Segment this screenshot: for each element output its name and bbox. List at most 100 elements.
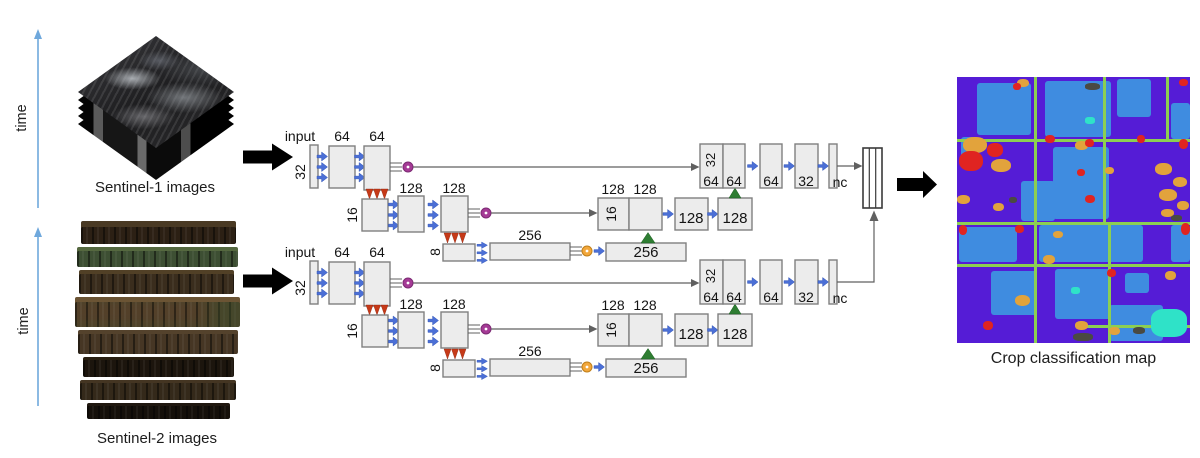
sentinel2-layer <box>80 380 236 400</box>
sentinel1-image-stack <box>78 36 234 182</box>
enc-l3in-box <box>442 359 476 378</box>
channels-label: 32 <box>798 289 814 305</box>
map-boundary-line <box>1077 325 1190 328</box>
map-patch-cyan <box>1151 309 1187 337</box>
map-patch-red <box>1077 169 1085 176</box>
arrow-right-icon <box>854 162 863 170</box>
unet-sentinel2: input 32 64 64 16 128 128 8 256 256 16 1… <box>285 244 848 380</box>
map-patch-dark <box>1133 327 1145 334</box>
skip-lines-icon <box>389 162 403 172</box>
channels-label: 16 <box>344 207 360 223</box>
dec-l2cat-b-box <box>628 313 663 347</box>
channels-label: 8 <box>427 364 443 372</box>
downsample-arrows-icon <box>365 188 389 200</box>
dec-l2cat-a-box <box>597 313 630 347</box>
conv-arrow-icon <box>662 209 674 219</box>
map-patch-orange <box>1075 141 1088 150</box>
channels-label: 32 <box>292 164 308 180</box>
time-axis-arrow-sentinel1 <box>34 29 42 208</box>
conv-arrows-icon <box>317 152 328 182</box>
sentinel2-layer <box>78 330 238 354</box>
map-patch-orange <box>993 203 1004 211</box>
dual-unet-diagram: input 32 64 64 16 128 128 8 256 256 16 1… <box>243 128 937 405</box>
channels-label: 256 <box>633 360 658 377</box>
arrow-right-icon <box>589 209 598 217</box>
map-patch-red <box>1137 135 1145 143</box>
channels-label: 32 <box>703 269 718 283</box>
channels-label: 8 <box>427 248 443 256</box>
conv-arrow-icon <box>817 277 829 287</box>
dec-l1a-box <box>759 259 783 305</box>
map-field-blue <box>1117 79 1151 117</box>
time-axis-label-sentinel1: time <box>14 104 30 132</box>
dec-l2b-box <box>717 197 753 231</box>
channels-label: 64 <box>703 289 719 305</box>
map-patch-orange <box>1155 163 1172 175</box>
upsample-arrow-icon <box>728 187 742 199</box>
skip-lines-icon <box>389 278 403 288</box>
enc-l3in-box <box>442 243 476 262</box>
sentinel2-image-stack <box>75 221 240 421</box>
map-patch-red <box>1181 223 1190 235</box>
nc-label: nc <box>833 290 848 306</box>
map-boundary-line <box>957 264 1190 267</box>
arrow-up-icon <box>869 210 879 221</box>
channels-label: 16 <box>344 323 360 339</box>
map-boundary-line <box>1166 77 1169 141</box>
map-patch-orange <box>1173 177 1187 187</box>
arrow-right-icon <box>589 325 598 333</box>
map-field-blue <box>959 227 1017 262</box>
map-patch-red <box>1179 139 1188 149</box>
downsample-arrows-icon <box>443 232 467 244</box>
channels-label: 128 <box>442 180 466 196</box>
map-patch-orange <box>1159 189 1177 201</box>
skip-lines-icon <box>467 324 481 334</box>
channels-label: 256 <box>633 244 658 261</box>
skip-node-dot <box>406 165 410 169</box>
dec-l2a-box <box>674 313 709 347</box>
arrow-right-icon <box>691 279 700 287</box>
map-patch-red <box>1045 135 1055 143</box>
sentinel2-layer <box>87 403 230 419</box>
conv-arrows-icon <box>477 242 488 264</box>
map-patch-red <box>1179 79 1188 86</box>
upsample-arrow-icon <box>640 348 656 360</box>
conv-arrow-icon <box>707 325 719 335</box>
time-axis-arrow-sentinel2 <box>34 227 42 406</box>
dec-l1cat-b-box <box>722 259 746 305</box>
map-patch-red <box>983 321 993 330</box>
downsample-arrows-icon <box>365 304 389 316</box>
map-patch-orange <box>1165 271 1176 280</box>
map-field-blue <box>1053 147 1109 219</box>
map-patch-orange <box>957 195 970 204</box>
unet-sentinel1: input 32 64 64 16 128 128 8 256 256 16 1… <box>285 128 848 264</box>
dec-l2cat-b-box <box>628 197 663 231</box>
conv-arrow-icon <box>662 325 674 335</box>
crop-classification-map <box>957 77 1190 343</box>
enc-l2b-box <box>440 195 469 233</box>
map-field-blue <box>1125 273 1149 293</box>
conv-arrow-icon <box>593 246 605 256</box>
nc-label: nc <box>833 174 848 190</box>
map-field-blue <box>1021 181 1055 221</box>
map-field-blue <box>1045 81 1111 137</box>
nc-to-concat-line-bottom <box>837 221 875 283</box>
concat-inner-lines <box>868 148 877 208</box>
conv-arrow-icon <box>783 161 795 171</box>
channels-label: 64 <box>369 128 385 144</box>
channels-label: 128 <box>399 180 423 196</box>
input-label: input <box>285 128 315 144</box>
arrow-up-icon <box>34 29 42 39</box>
arrow-up-icon <box>34 227 42 237</box>
skip-lines-icon <box>569 246 583 256</box>
upsample-arrow-icon <box>728 303 742 315</box>
map-patch-orange <box>1043 255 1055 264</box>
skip-node-dot <box>484 327 488 331</box>
sentinel2-layer <box>81 221 236 244</box>
channels-label: 128 <box>678 326 703 343</box>
map-boundary-line <box>1034 77 1037 343</box>
channels-label: 128 <box>633 297 657 313</box>
map-patch-orange <box>1015 295 1030 306</box>
enc-l1b-box <box>363 261 391 307</box>
